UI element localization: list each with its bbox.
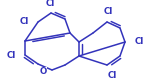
Text: Cl: Cl [6,50,16,60]
Text: Cl: Cl [45,0,55,7]
Text: Cl: Cl [107,70,117,80]
Text: Cl: Cl [19,18,29,26]
Text: Cl: Cl [103,7,113,17]
Text: O: O [39,67,47,77]
Text: Cl: Cl [134,38,144,46]
